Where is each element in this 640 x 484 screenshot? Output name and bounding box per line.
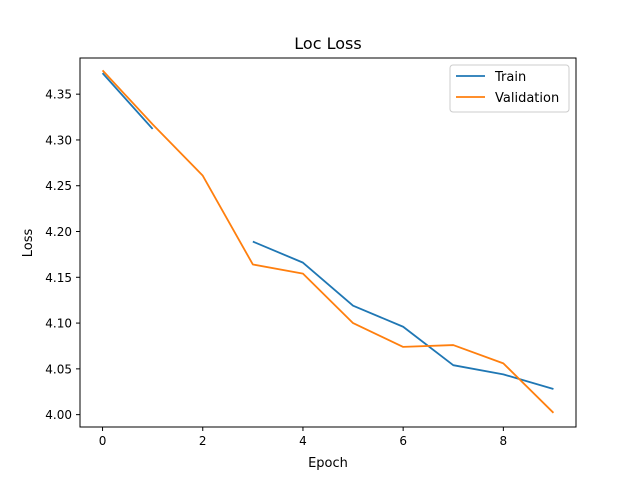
train-series-line — [253, 242, 554, 389]
y-tick-label: 4.20 — [45, 225, 72, 239]
x-axis-label: Epoch — [308, 456, 348, 471]
series-layer — [102, 70, 553, 413]
train-series-line — [103, 73, 153, 129]
y-tick-label: 4.30 — [45, 133, 72, 147]
legend-validation-label: Validation — [495, 91, 559, 106]
y-tick-label: 4.15 — [45, 271, 72, 285]
y-tick-label: 4.25 — [45, 179, 72, 193]
y-tick-label: 4.10 — [45, 317, 72, 331]
chart-title: Loc Loss — [294, 34, 361, 53]
y-axis-label: Loss — [21, 229, 36, 258]
x-axis: 0 2 4 6 8 — [99, 427, 507, 448]
legend: Train Validation — [450, 65, 569, 112]
y-tick-label: 4.00 — [45, 408, 72, 422]
x-tick-label: 0 — [99, 434, 107, 448]
x-tick-label: 4 — [299, 434, 307, 448]
plot-frame — [80, 58, 576, 427]
y-tick-label: 4.05 — [45, 362, 72, 376]
legend-train-label: Train — [494, 70, 526, 85]
y-axis: 4.00 4.05 4.10 4.15 4.20 4.25 4.30 4.35 — [45, 88, 80, 422]
validation-series-line — [103, 70, 554, 412]
y-tick-label: 4.35 — [45, 88, 72, 102]
x-tick-label: 8 — [500, 434, 508, 448]
x-tick-label: 2 — [199, 434, 207, 448]
x-tick-label: 6 — [399, 434, 407, 448]
